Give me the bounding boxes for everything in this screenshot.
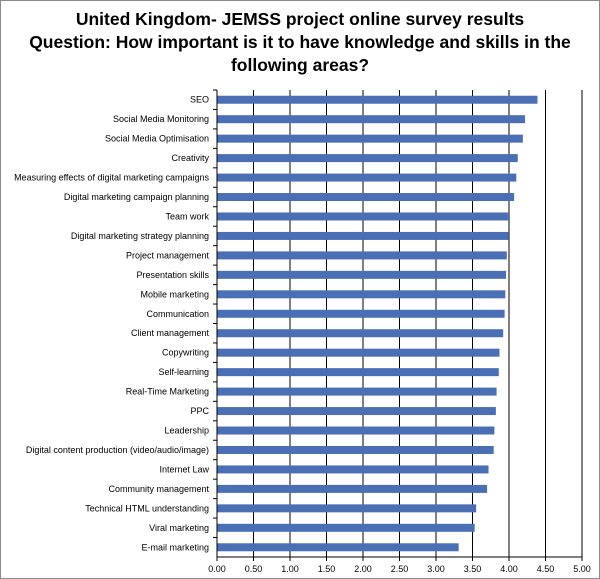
category-label: Internet Law: [159, 464, 209, 474]
bar: [217, 95, 538, 104]
bar: [217, 465, 489, 474]
bar: [217, 134, 523, 143]
category-label: Communication: [146, 309, 209, 319]
category-label: Measuring effects of digital marketing c…: [14, 173, 209, 183]
bar: [217, 290, 506, 299]
bar: [217, 407, 496, 416]
x-tick-label: 4.50: [537, 564, 555, 574]
x-tick-label: 0.50: [245, 564, 263, 574]
bar: [217, 504, 477, 513]
bar: [217, 231, 509, 240]
category-label: Copywriting: [162, 348, 209, 358]
category-label: Real-Time Marketing: [126, 387, 209, 397]
axes: [213, 89, 583, 561]
category-label: Creativity: [171, 153, 209, 163]
category-label: Self-learning: [158, 367, 209, 377]
bar: [217, 193, 515, 202]
bar: [217, 173, 517, 182]
bar: [217, 329, 504, 338]
bar: [217, 387, 497, 396]
x-tick-label: 4.00: [500, 564, 518, 574]
category-label: Presentation skills: [136, 270, 209, 280]
category-label: Community management: [108, 484, 209, 494]
x-tick-label: 1.00: [281, 564, 299, 574]
x-tick-label: 2.00: [354, 564, 372, 574]
bar: [217, 212, 509, 221]
category-label: Leadership: [164, 426, 209, 436]
bar: [217, 543, 459, 552]
category-label: Mobile marketing: [140, 289, 209, 299]
x-tick-label: 3.50: [464, 564, 482, 574]
x-tick-label: 3.00: [427, 564, 445, 574]
category-label: Digital content production (video/audio/…: [26, 445, 209, 455]
chart-title-line-3: following areas?: [230, 55, 370, 75]
chart-title-line-1: United Kingdom- JEMSS project online sur…: [75, 9, 525, 29]
category-label: Social Media Monitoring: [113, 114, 209, 124]
x-tick-label: 0.00: [208, 564, 226, 574]
bar: [217, 251, 507, 260]
category-label: Viral marketing: [149, 523, 209, 533]
category-label: SEO: [190, 95, 209, 105]
bar: [217, 523, 475, 532]
bar: [217, 154, 518, 163]
category-label: PPC: [190, 406, 209, 416]
category-label: Digital marketing strategy planning: [71, 231, 209, 241]
gridlines: [253, 90, 583, 557]
tick-labels: 0.00 0.50 1.00 1.50 2.00 2.50 3.00 3.50 4.00 4.50…: [208, 564, 591, 574]
category-label: Digital marketing campaign planning: [64, 192, 209, 202]
bars: [217, 95, 538, 552]
x-tick-label: 5.00: [573, 564, 591, 574]
chart-title-line-2: Question: How important is it to have kn…: [29, 32, 571, 52]
bar: [217, 270, 507, 279]
bar: [217, 309, 505, 318]
category-label: Client management: [131, 328, 210, 338]
x-tick-label: 2.50: [391, 564, 409, 574]
category-label: Technical HTML understanding: [85, 503, 209, 513]
chart-title: United Kingdom- JEMSS project online sur…: [0, 8, 600, 77]
bar: [217, 445, 494, 454]
bar: [217, 115, 526, 124]
bar: [217, 348, 500, 357]
category-labels: SEO Social Media Monitoring Social Media O…: [14, 95, 209, 553]
x-tick-label: 1.50: [318, 564, 336, 574]
category-label: Project management: [126, 250, 210, 260]
category-label: Social Media Optimisation: [105, 134, 209, 144]
category-label: E-mail marketing: [141, 542, 209, 552]
bar: [217, 368, 499, 377]
bar: [217, 426, 495, 435]
bar: [217, 484, 488, 493]
category-label: Team work: [165, 211, 209, 221]
